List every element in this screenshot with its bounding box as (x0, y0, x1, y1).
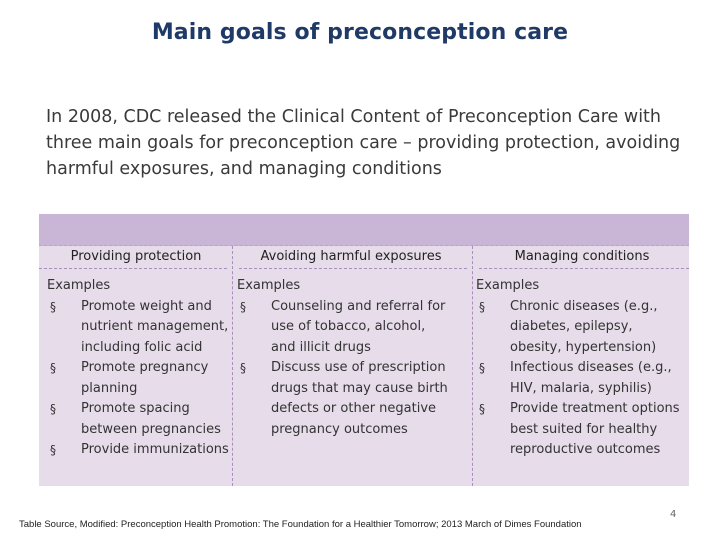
column-divider (232, 246, 233, 486)
column-conditions: Examples Chronic diseases (e.g., diabete… (476, 276, 681, 461)
list-item: Counseling and referral for use of tobac… (237, 297, 449, 359)
examples-list: Counseling and referral for use of tobac… (237, 297, 449, 441)
list-item: Promote pregnancy planning (47, 358, 231, 399)
column-header-exposures: Avoiding harmful exposures (260, 249, 442, 264)
header-divider (39, 268, 227, 269)
examples-label: Examples (476, 278, 540, 293)
column-protection: Examples Promote weight and nutrient man… (47, 276, 231, 461)
list-item: Infectious diseases (e.g., HIV, malaria,… (476, 358, 681, 399)
examples-list: Promote weight and nutrient management, … (47, 297, 231, 461)
goals-table: Providing protection Avoiding harmful ex… (39, 214, 689, 486)
column-header-protection: Providing protection (70, 249, 202, 264)
slide-title: Main goals of preconception care (151, 20, 569, 45)
header-divider (479, 268, 689, 269)
examples-label: Examples (47, 278, 111, 293)
intro-paragraph: In 2008, CDC released the Clinical Conte… (46, 107, 681, 179)
list-item: Chronic diseases (e.g., diabetes, epilep… (476, 297, 681, 359)
table-source-note: Table Source, Modified: Preconception He… (19, 519, 582, 530)
column-divider (472, 246, 473, 486)
list-item: Promote spacing between pregnancies (47, 399, 231, 440)
header-divider (239, 268, 467, 269)
column-exposures: Examples Counseling and referral for use… (237, 276, 449, 440)
column-header-conditions: Managing conditions (514, 249, 650, 264)
list-item: Promote weight and nutrient management, … (47, 297, 231, 359)
table-header-band (39, 214, 689, 246)
list-item: Discuss use of prescription drugs that m… (237, 358, 449, 440)
page-number: 4 (670, 509, 677, 520)
list-item: Provide treatment options best suited fo… (476, 399, 681, 461)
examples-label: Examples (237, 278, 301, 293)
list-item: Provide immunizations (47, 440, 231, 461)
examples-list: Chronic diseases (e.g., diabetes, epilep… (476, 297, 681, 461)
